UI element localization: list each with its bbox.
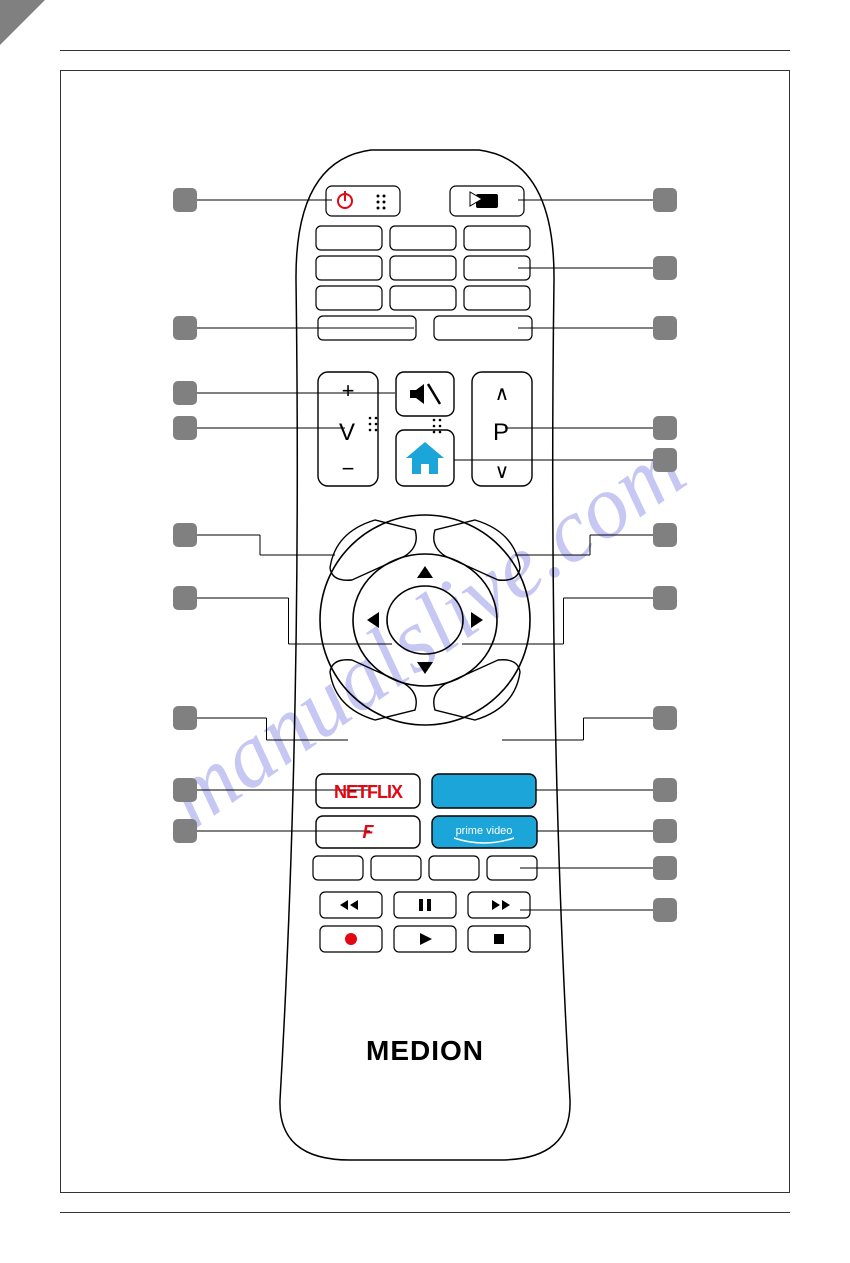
playback-row-1 bbox=[320, 892, 530, 918]
remote-diagram: + V − ∧ P ∨ bbox=[0, 0, 850, 1263]
playback-row-2 bbox=[320, 926, 530, 952]
power-icon bbox=[338, 191, 352, 208]
number-pad bbox=[316, 226, 530, 310]
arrow-left-icon bbox=[367, 612, 379, 628]
num-button bbox=[434, 316, 532, 340]
color-buttons bbox=[313, 856, 537, 880]
arrow-right-icon bbox=[471, 612, 483, 628]
prog-up: ∧ bbox=[495, 383, 510, 405]
arrow-down-icon bbox=[417, 662, 433, 674]
netflix-label: NETFLIX bbox=[334, 782, 403, 802]
f-label: F bbox=[363, 822, 375, 842]
vol-plus: + bbox=[342, 378, 355, 403]
prog-letter: P bbox=[493, 419, 509, 446]
mute-icon bbox=[410, 384, 424, 404]
remote-body bbox=[280, 150, 570, 1160]
dpad bbox=[320, 515, 530, 725]
prime-label: prime video bbox=[456, 825, 513, 837]
arrow-up-icon bbox=[417, 566, 433, 578]
mute-button bbox=[396, 372, 454, 416]
blue-app-button bbox=[432, 774, 536, 808]
brand-logo: MEDION bbox=[366, 1035, 484, 1066]
prog-down: ∨ bbox=[495, 461, 510, 483]
vol-letter: V bbox=[339, 419, 355, 446]
vol-minus: − bbox=[342, 456, 355, 481]
home-icon bbox=[406, 442, 444, 474]
